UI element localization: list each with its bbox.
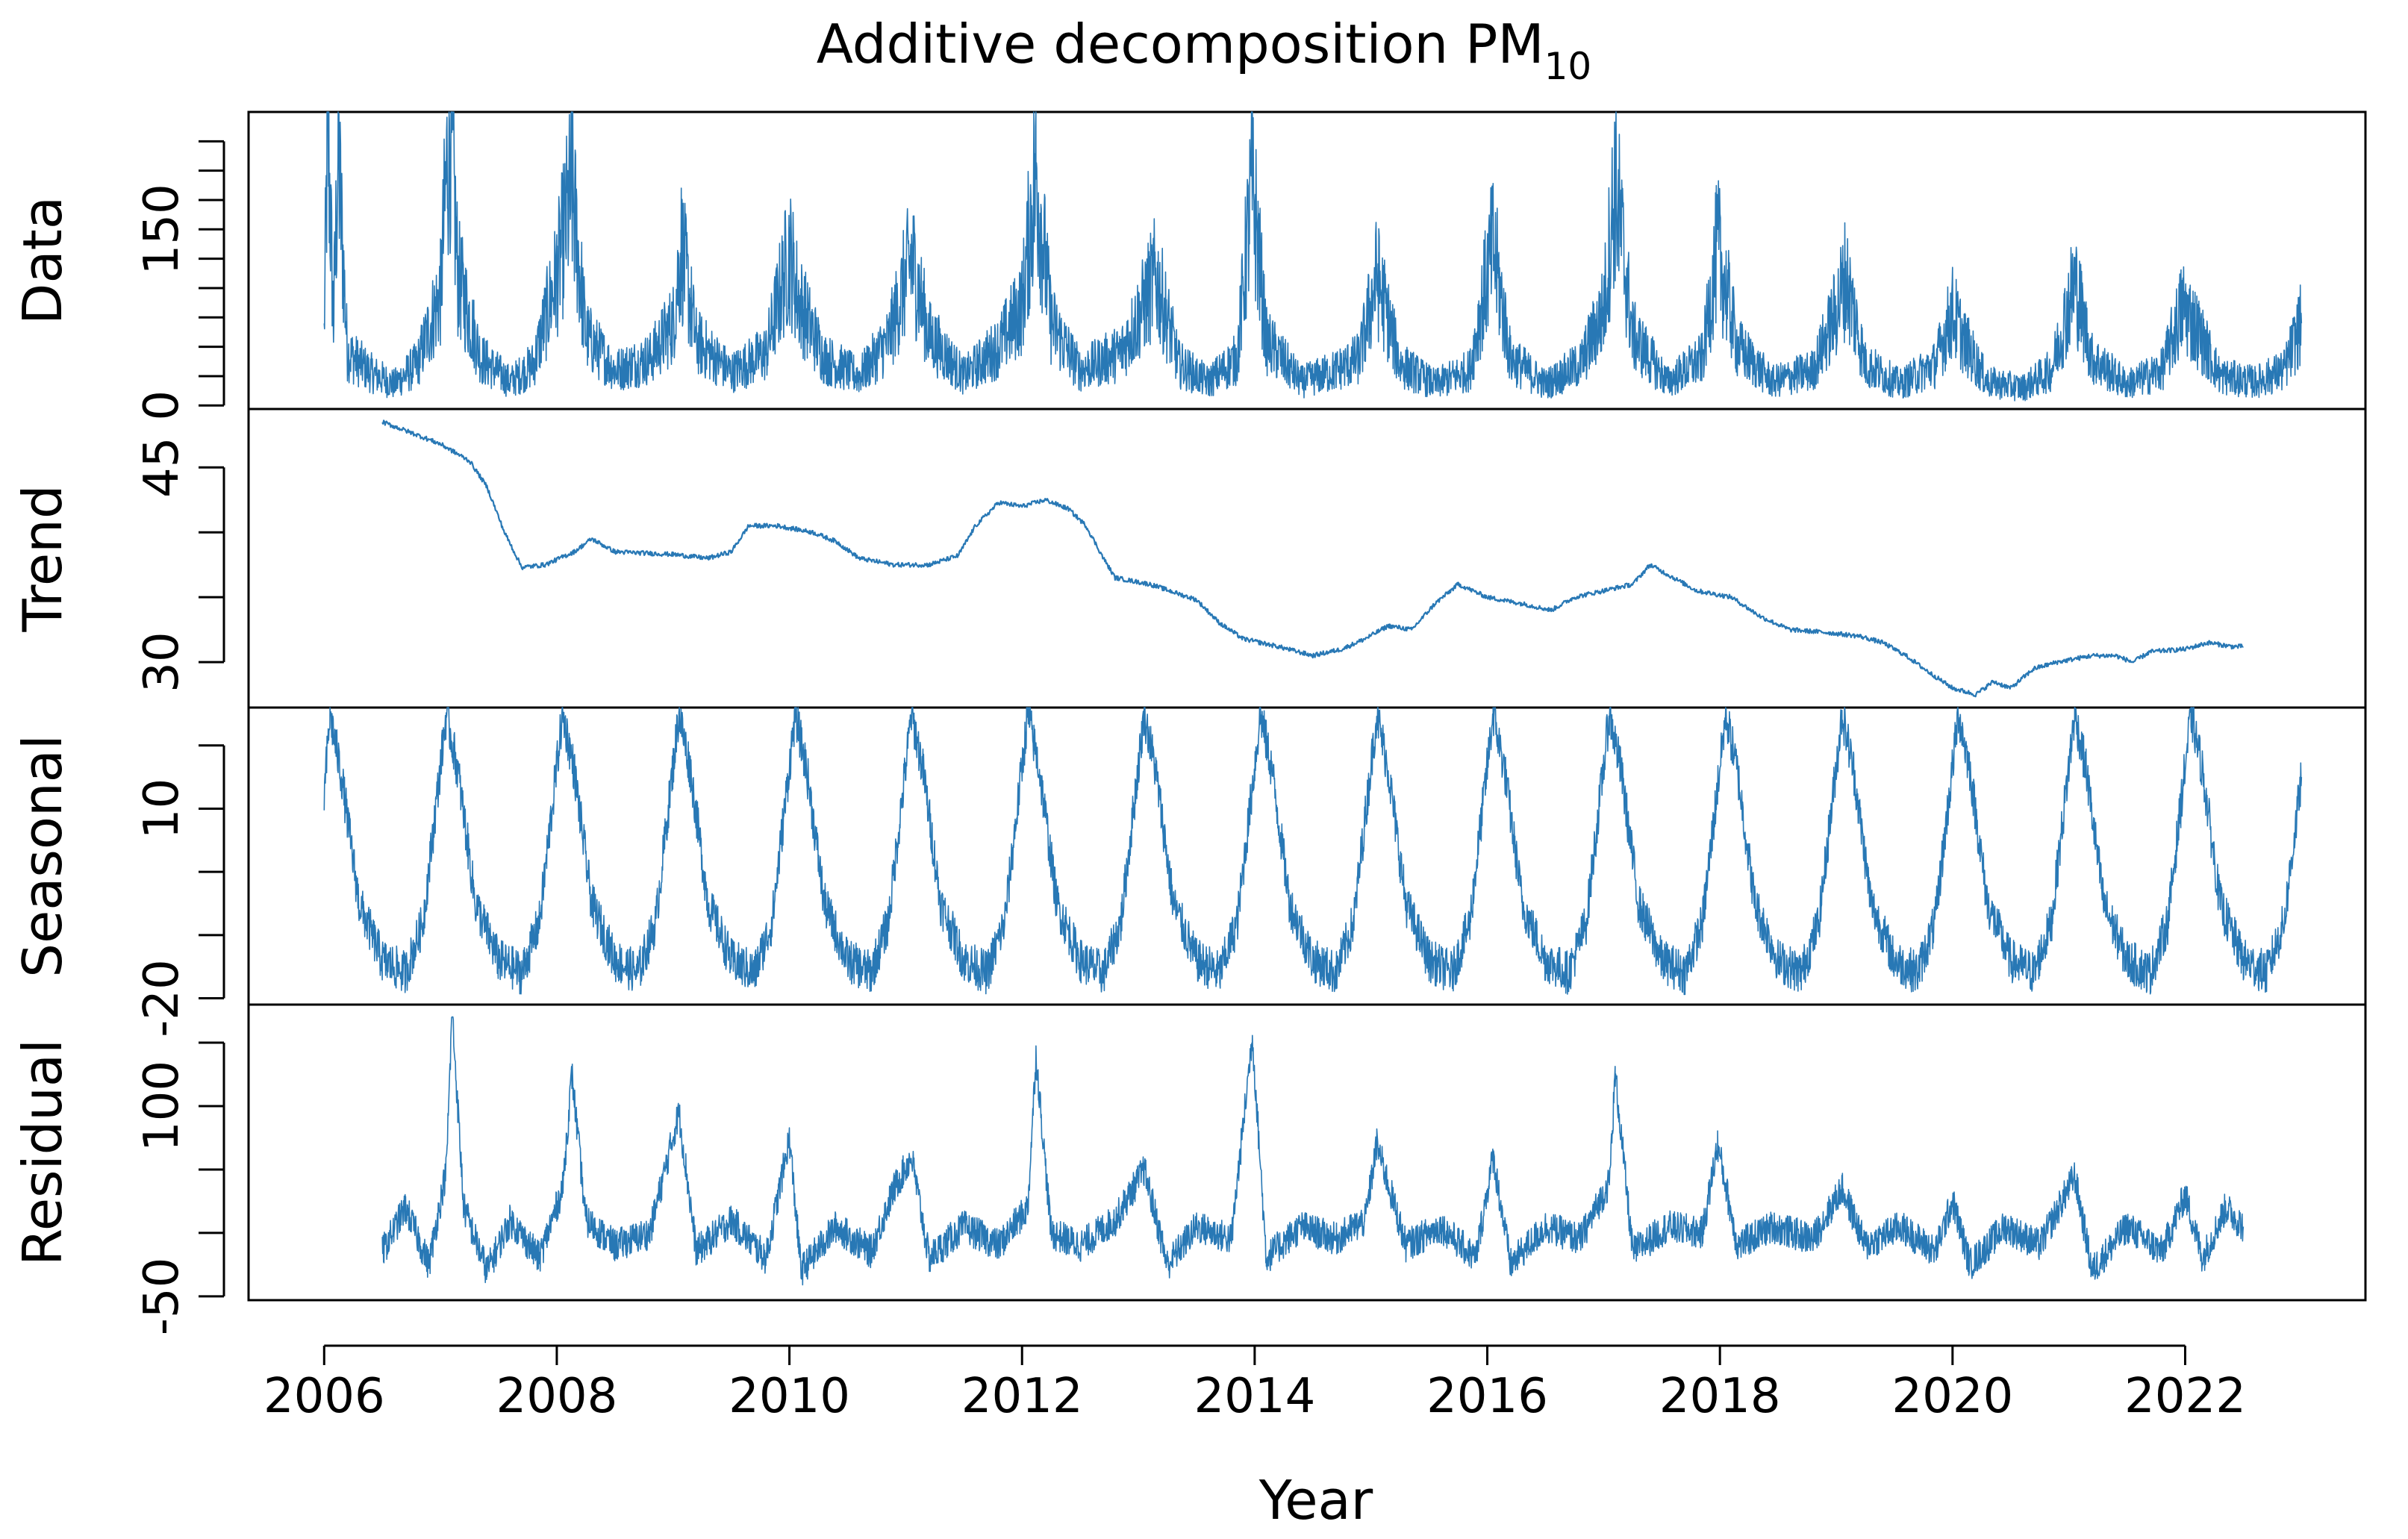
- x-axis: 2006 2008 2010 2012 2014 2016 2018 2020 2022: [263, 1344, 2246, 1424]
- panel-seasonal-y-label: Seasonal: [11, 734, 74, 977]
- chart-title-main: Additive decomposition PM: [817, 13, 1544, 75]
- panel-residual-frame: [247, 1003, 2367, 1302]
- x-tick-label: 2018: [1659, 1369, 1781, 1424]
- x-tick-label: 2014: [1194, 1369, 1315, 1424]
- panel-residual-series-line: [381, 1016, 2245, 1286]
- panel-data-y-tick-label: 0: [134, 390, 190, 421]
- panel-trend-y-tick-label: 45: [134, 437, 190, 498]
- panel-trend-y-label: Trend: [11, 484, 74, 632]
- panel-trend-series-line: [381, 419, 2244, 698]
- panel-residual: -50 100 Residual: [11, 1003, 2367, 1336]
- panel-data-y-label: Data: [11, 196, 74, 325]
- x-tick-label: 2016: [1426, 1369, 1548, 1424]
- x-tick-label: 2022: [2124, 1369, 2246, 1424]
- chart-title-subscript: 10: [1544, 45, 1592, 88]
- panel-residual-y-tick-label: -50: [134, 1258, 190, 1336]
- panel-seasonal-y-tick-label: -20: [134, 959, 190, 1037]
- panel-data: 0 150 Data: [11, 110, 2367, 421]
- panel-residual-y-label: Residual: [11, 1039, 74, 1266]
- panels-group: 0 150 Data 30 45 Trend -20 10 Seasonal -50 100 Resi…: [11, 110, 2367, 1336]
- panel-data-series-line: [323, 111, 2303, 402]
- panel-data-y-tick-label: 150: [134, 184, 190, 275]
- panel-trend-y-tick-label: 30: [134, 631, 190, 692]
- x-axis-label: Year: [1258, 1469, 1373, 1532]
- x-tick-label: 2012: [961, 1369, 1083, 1424]
- panel-seasonal-y-tick-label: 10: [134, 778, 190, 839]
- x-tick-label: 2020: [1891, 1369, 2013, 1424]
- chart-title: Additive decomposition PM10: [817, 13, 1591, 88]
- x-tick-label: 2008: [496, 1369, 617, 1424]
- x-tick-label: 2006: [263, 1369, 385, 1424]
- x-tick-label: 2010: [729, 1369, 850, 1424]
- panel-seasonal-series-line: [323, 707, 2303, 996]
- panel-residual-y-tick-label: 100: [134, 1061, 190, 1152]
